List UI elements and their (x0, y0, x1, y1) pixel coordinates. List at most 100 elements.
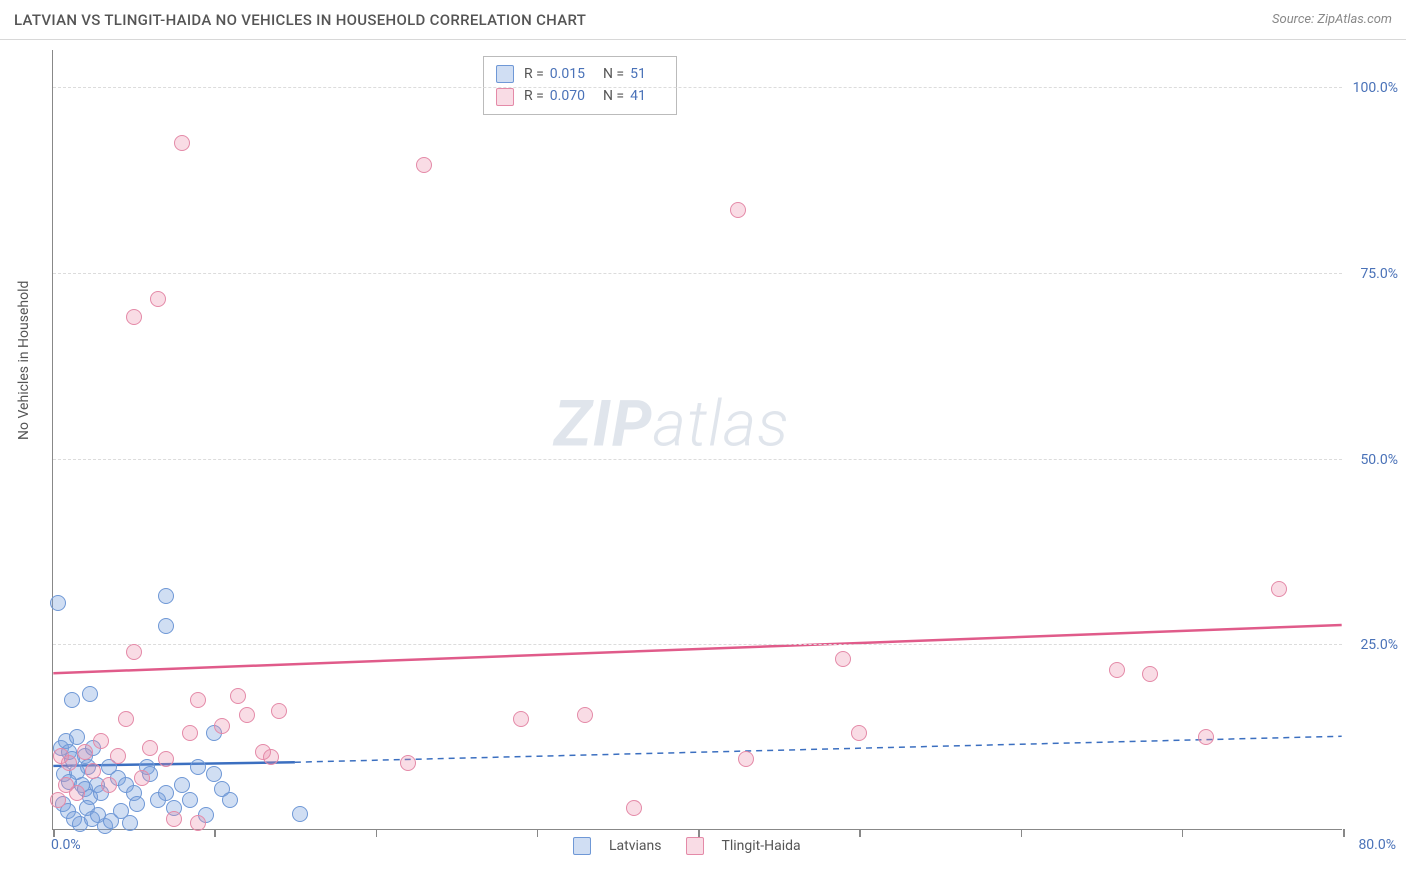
r-label: R = (524, 85, 544, 107)
x-tick (53, 829, 55, 837)
legend-series: Latvians Tlingit-Haida (573, 837, 801, 855)
data-point-latvians (206, 766, 222, 782)
x-tick (376, 829, 378, 837)
header-bar: LATVIAN VS TLINGIT-HAIDA NO VEHICLES IN … (0, 0, 1406, 40)
data-point-tlingit (835, 651, 851, 667)
data-point-tlingit (93, 733, 109, 749)
swatch-tlingit (496, 88, 514, 106)
data-point-tlingit (1109, 662, 1125, 678)
data-point-tlingit (166, 811, 182, 827)
data-point-latvians (174, 777, 190, 793)
data-point-tlingit (134, 770, 150, 786)
legend-label-latvians: Latvians (609, 838, 662, 854)
data-point-tlingit (230, 688, 246, 704)
data-point-tlingit (851, 725, 867, 741)
swatch-latvians (573, 837, 591, 855)
x-tick (214, 829, 216, 837)
x-tick (698, 829, 700, 837)
y-tick-label: 100.0% (1353, 80, 1398, 96)
data-point-tlingit (577, 707, 593, 723)
chart-title: LATVIAN VS TLINGIT-HAIDA NO VEHICLES IN … (14, 11, 586, 29)
r-value-tlingit: 0.070 (550, 85, 585, 107)
data-point-latvians (222, 792, 238, 808)
x-tick (1182, 829, 1184, 837)
data-point-tlingit (1142, 666, 1158, 682)
x-tick-label-max: 80.0% (1358, 837, 1396, 853)
n-value-latvians: 51 (630, 63, 646, 85)
swatch-latvians (496, 65, 514, 83)
n-value-tlingit: 41 (630, 85, 646, 107)
watermark-bold: ZIP (554, 386, 653, 461)
data-point-latvians (122, 815, 138, 831)
data-point-tlingit (53, 748, 69, 764)
chart-plot-area: ZIPatlas R = 0.015 N = 51 R = 0.070 N = … (52, 50, 1342, 830)
gridline: 75.0% (53, 273, 1342, 274)
gridline: 25.0% (53, 644, 1342, 645)
r-value-latvians: 0.015 (550, 63, 585, 85)
gridline: 100.0% (53, 87, 1342, 88)
data-point-tlingit (118, 711, 134, 727)
trend-line (295, 736, 1342, 762)
data-point-tlingit (190, 692, 206, 708)
r-label: R = (524, 63, 544, 85)
legend-stats-row-latvians: R = 0.015 N = 51 (496, 63, 664, 85)
data-point-tlingit (730, 202, 746, 218)
data-point-tlingit (214, 718, 230, 734)
x-tick (537, 829, 539, 837)
y-axis-title: No Vehicles in Household (16, 281, 32, 440)
data-point-latvians (82, 686, 98, 702)
data-point-tlingit (85, 763, 101, 779)
data-point-tlingit (626, 800, 642, 816)
data-point-tlingit (126, 644, 142, 660)
x-tick-label-min: 0.0% (51, 837, 81, 853)
watermark: ZIPatlas (554, 386, 790, 461)
legend-item-latvians: Latvians (573, 837, 662, 855)
x-tick (1021, 829, 1023, 837)
gridline: 50.0% (53, 459, 1342, 460)
data-point-tlingit (150, 291, 166, 307)
data-point-tlingit (101, 777, 117, 793)
data-point-latvians (158, 588, 174, 604)
data-point-tlingit (126, 309, 142, 325)
data-point-tlingit (1271, 581, 1287, 597)
legend-label-tlingit: Tlingit-Haida (722, 838, 801, 854)
data-point-latvians (292, 806, 308, 822)
legend-stats-box: R = 0.015 N = 51 R = 0.070 N = 41 (483, 56, 677, 115)
data-point-tlingit (738, 751, 754, 767)
y-tick-label: 25.0% (1360, 637, 1398, 653)
x-tick (859, 829, 861, 837)
data-point-tlingit (58, 777, 74, 793)
data-point-latvians (182, 792, 198, 808)
swatch-tlingit (686, 837, 704, 855)
data-point-tlingit (513, 711, 529, 727)
x-tick (1343, 829, 1345, 837)
data-point-tlingit (400, 755, 416, 771)
data-point-tlingit (239, 707, 255, 723)
data-point-tlingit (182, 725, 198, 741)
data-point-tlingit (77, 744, 93, 760)
legend-stats-row-tlingit: R = 0.070 N = 41 (496, 85, 664, 107)
legend-item-tlingit: Tlingit-Haida (686, 837, 801, 855)
data-point-tlingit (263, 749, 279, 765)
source-label: Source: ZipAtlas.com (1272, 12, 1392, 27)
n-label: N = (603, 85, 624, 107)
data-point-tlingit (190, 815, 206, 831)
data-point-tlingit (142, 740, 158, 756)
data-point-tlingit (50, 792, 66, 808)
data-point-latvians (190, 759, 206, 775)
data-point-latvians (158, 785, 174, 801)
data-point-latvians (64, 692, 80, 708)
data-point-latvians (129, 796, 145, 812)
data-point-tlingit (271, 703, 287, 719)
data-point-latvians (69, 729, 85, 745)
n-label: N = (603, 63, 624, 85)
data-point-tlingit (416, 157, 432, 173)
data-point-tlingit (158, 751, 174, 767)
y-tick-label: 50.0% (1360, 452, 1398, 468)
watermark-thin: atlas (653, 386, 790, 461)
data-point-tlingit (1198, 729, 1214, 745)
data-point-tlingit (174, 135, 190, 151)
data-point-tlingit (110, 748, 126, 764)
data-point-latvians (50, 595, 66, 611)
data-point-latvians (158, 618, 174, 634)
